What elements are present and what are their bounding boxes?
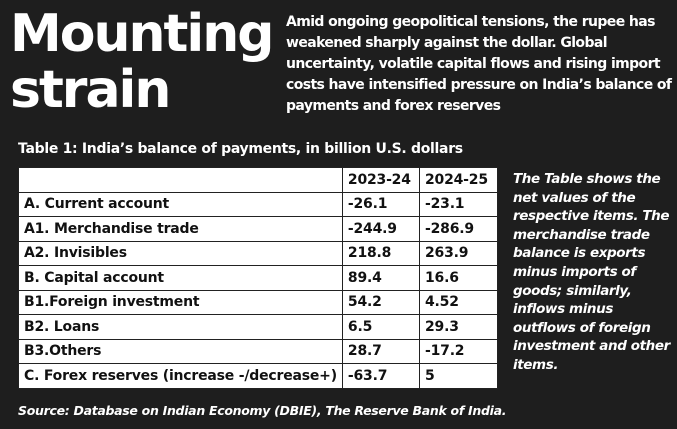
table-row: B1.Foreign investment 54.2 4.52 bbox=[18, 289, 498, 315]
row-label: C. Forex reserves (increase -/decrease+) bbox=[18, 363, 343, 389]
row-label: B. Capital account bbox=[18, 265, 343, 291]
row-value-2023-24: -26.1 bbox=[341, 191, 421, 217]
headline: Mounting strain bbox=[10, 4, 274, 120]
row-value-2024-25: -17.2 bbox=[419, 338, 498, 364]
intro-paragraph: Amid ongoing geopolitical tensions, the … bbox=[286, 14, 672, 114]
row-value-2024-25: 4.52 bbox=[419, 289, 498, 315]
row-label: B1.Foreign investment bbox=[18, 289, 343, 315]
row-value-2023-24: 89.4 bbox=[341, 265, 421, 291]
headline-line-1: Mounting bbox=[10, 4, 274, 64]
table-row: A2. Invisibles 218.8 263.9 bbox=[18, 240, 498, 266]
source-line: Source: Database on Indian Economy (DBIE… bbox=[18, 403, 507, 418]
row-value-2023-24: -244.9 bbox=[341, 216, 421, 242]
row-value-2024-25: -23.1 bbox=[419, 191, 498, 217]
table-caption: Table 1: India’s balance of payments, in… bbox=[18, 141, 463, 157]
table-row: C. Forex reserves (increase -/decrease+)… bbox=[18, 363, 498, 389]
row-value-2024-25: 263.9 bbox=[419, 240, 498, 266]
table-row: B3.Others 28.7 -17.2 bbox=[18, 338, 498, 364]
row-value-2024-25: 29.3 bbox=[419, 314, 498, 340]
row-label: A2. Invisibles bbox=[18, 240, 343, 266]
table-row: A1. Merchandise trade -244.9 -286.9 bbox=[18, 216, 498, 242]
table-row: B. Capital account 89.4 16.6 bbox=[18, 265, 498, 291]
row-value-2023-24: 28.7 bbox=[341, 338, 421, 364]
row-value-2023-24: 218.8 bbox=[341, 240, 421, 266]
header-2024-25: 2024-25 bbox=[419, 167, 498, 193]
table-header-row: 2023-24 2024-25 bbox=[18, 167, 498, 193]
row-value-2024-25: 16.6 bbox=[419, 265, 498, 291]
table-row: A. Current account -26.1 -23.1 bbox=[18, 191, 498, 217]
balance-of-payments-table: 2023-24 2024-25 A. Current account -26.1… bbox=[18, 167, 498, 389]
side-note: The Table shows the net values of the re… bbox=[513, 171, 670, 373]
row-label: A. Current account bbox=[18, 191, 343, 217]
headline-line-2: strain bbox=[10, 60, 171, 120]
row-label: B2. Loans bbox=[18, 314, 343, 340]
row-value-2023-24: -63.7 bbox=[341, 363, 421, 389]
row-label: A1. Merchandise trade bbox=[18, 216, 343, 242]
row-label: B3.Others bbox=[18, 338, 343, 364]
header-2023-24: 2023-24 bbox=[341, 167, 421, 193]
header-label bbox=[18, 167, 343, 193]
row-value-2023-24: 54.2 bbox=[341, 289, 421, 315]
row-value-2024-25: -286.9 bbox=[419, 216, 498, 242]
row-value-2024-25: 5 bbox=[419, 363, 498, 389]
table-row: B2. Loans 6.5 29.3 bbox=[18, 314, 498, 340]
row-value-2023-24: 6.5 bbox=[341, 314, 421, 340]
